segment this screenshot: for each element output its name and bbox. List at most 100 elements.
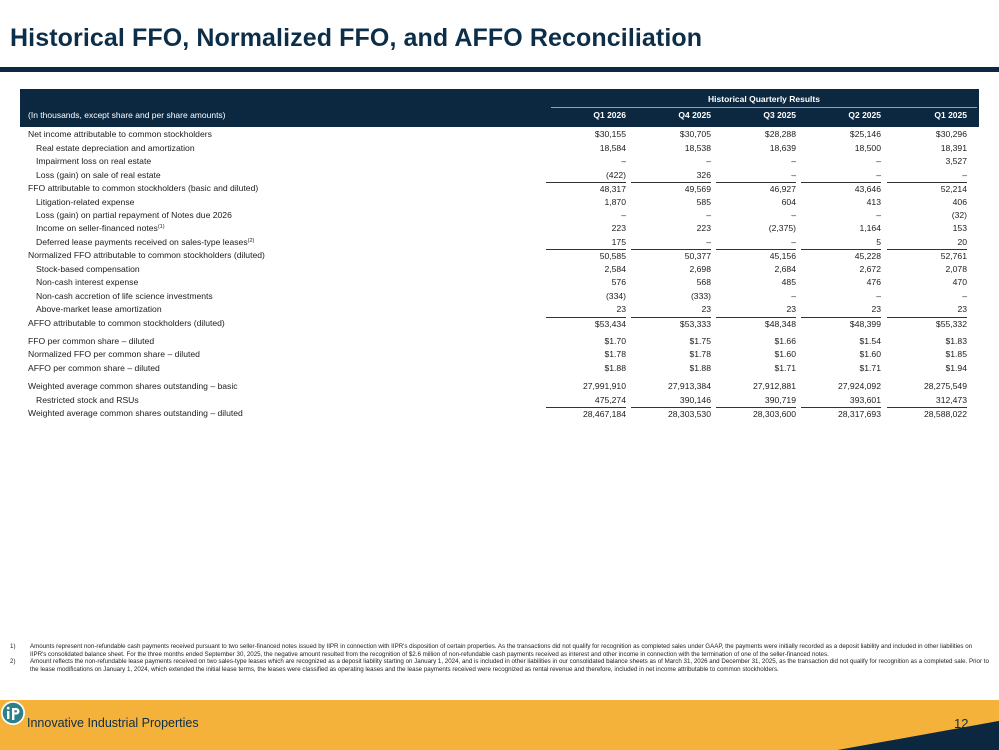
table-cell: – bbox=[706, 236, 711, 247]
table-cell: $48,399 bbox=[801, 316, 881, 331]
table-cell: 20 bbox=[957, 236, 967, 247]
row-label: Weighted average common shares outstandi… bbox=[28, 380, 238, 393]
row-label-text: Loss (gain) on sale of real estate bbox=[36, 169, 161, 180]
page-number: 12 bbox=[954, 716, 969, 731]
table-cell: 49,569 bbox=[631, 182, 711, 196]
table-row: Normalized FFO attributable to common st… bbox=[20, 249, 979, 262]
table-row: AFFO attributable to common stockholders… bbox=[20, 316, 979, 331]
row-label: FFO per common share – diluted bbox=[28, 335, 154, 348]
footnote-text: Amounts represent non-refundable cash pa… bbox=[30, 643, 973, 658]
table-cell: $28,288 bbox=[764, 129, 796, 139]
table-cell: $1.88 bbox=[689, 362, 711, 373]
table-cell: 48,317 bbox=[546, 182, 626, 196]
table-cell: (333) bbox=[690, 290, 711, 301]
row-label-text: Weighted average common shares outstandi… bbox=[28, 408, 243, 419]
row-label: Normalized FFO attributable to common st… bbox=[28, 249, 265, 262]
table-cell: 43,646 bbox=[801, 182, 881, 196]
table-cell: 18,538 bbox=[684, 142, 711, 153]
table-cell: 23 bbox=[871, 304, 881, 314]
row-label-text: Net income attributable to common stockh… bbox=[28, 129, 212, 139]
table-cell: $30,296 bbox=[935, 129, 967, 139]
table-cell: – bbox=[876, 156, 881, 167]
table-row: Non-cash interest expense 576 568 485 476 470 bbox=[20, 276, 979, 289]
row-label: Restricted stock and RSUs bbox=[36, 394, 139, 407]
table-cell: 23 bbox=[957, 304, 967, 314]
table-cell: 50,585 bbox=[546, 249, 626, 263]
table-cell: 470 bbox=[952, 277, 967, 287]
table-cell: $48,348 bbox=[716, 316, 796, 331]
table-cell: 23 bbox=[786, 304, 796, 314]
table-cell: 23 bbox=[616, 304, 626, 314]
row-label: FFO attributable to common stockholders … bbox=[28, 182, 258, 195]
row-label-text: Loss (gain) on partial repayment of Note… bbox=[36, 210, 232, 220]
table-cell: – bbox=[791, 210, 796, 220]
table-cell: (32) bbox=[951, 210, 967, 220]
table-cell: – bbox=[706, 156, 711, 167]
table-cell: – bbox=[621, 210, 626, 220]
table-cell: $1.78 bbox=[604, 349, 626, 360]
column-header: Q4 2025 bbox=[678, 110, 711, 120]
table-cell: 28,588,022 bbox=[887, 407, 967, 421]
row-label: Above-market lease amortization bbox=[36, 303, 162, 316]
table-cell: 2,584 bbox=[604, 263, 626, 274]
table-header: Historical Quarterly Results (In thousan… bbox=[20, 89, 979, 127]
table-cell: $1.94 bbox=[945, 362, 967, 373]
table-row: FFO attributable to common stockholders … bbox=[20, 182, 979, 195]
footnote-text: Amount reflects the non-refundable lease… bbox=[30, 658, 989, 673]
table-cell: 28,275,549 bbox=[923, 381, 967, 392]
table-row: Impairment loss on real estate – – – – 3,527 bbox=[20, 155, 979, 168]
table-cell: (422) bbox=[605, 169, 626, 180]
table-row: Net income attributable to common stockh… bbox=[20, 128, 979, 141]
row-label-text: Impairment loss on real estate bbox=[36, 156, 152, 167]
table-cell: $53,333 bbox=[631, 316, 711, 331]
table-cell: 390,146 bbox=[679, 394, 711, 405]
table-cell: 27,991,910 bbox=[582, 381, 626, 392]
table-cell: $1.71 bbox=[859, 362, 881, 373]
table-cell: 223 bbox=[696, 223, 711, 234]
table-cell: 2,698 bbox=[689, 263, 711, 274]
title-divider bbox=[0, 67, 999, 72]
table-cell: $55,332 bbox=[887, 316, 967, 331]
table-cell: 28,303,530 bbox=[631, 407, 711, 421]
row-label-text: Non-cash accretion of life science inves… bbox=[36, 290, 213, 301]
table-cell: 27,912,881 bbox=[752, 381, 796, 392]
row-label: Income on seller-financed notes(1) bbox=[36, 222, 165, 235]
table-cell: 413 bbox=[866, 196, 881, 207]
table-cell: $1.85 bbox=[945, 349, 967, 360]
table-cell: 175 bbox=[611, 236, 626, 247]
table-cell: 312,473 bbox=[935, 394, 967, 405]
table-cell: – bbox=[876, 210, 881, 220]
table-cell: 52,761 bbox=[887, 249, 967, 263]
table-cell: 576 bbox=[611, 277, 626, 287]
table-cell: $30,155 bbox=[594, 129, 626, 139]
table-cell: 52,214 bbox=[887, 182, 967, 196]
table-row: Above-market lease amortization 23 23 23 23 2… bbox=[20, 303, 979, 316]
row-label-text: FFO per common share – diluted bbox=[28, 336, 155, 346]
table-row: Loss (gain) on sale of real estate (422) 3… bbox=[20, 169, 979, 182]
table-cell: 23 bbox=[701, 304, 711, 314]
page-footer: Innovative Industrial Properties 12 bbox=[0, 700, 999, 750]
table-cell: – bbox=[791, 156, 796, 167]
row-label: Real estate depreciation and amortizatio… bbox=[36, 142, 195, 155]
footnotes: 1) Amounts represent non-refundable cash … bbox=[10, 643, 990, 673]
table-row: Litigation-related expense 1,870 585 604 413… bbox=[20, 196, 979, 209]
row-label-text: Weighted average common shares outstandi… bbox=[28, 381, 238, 392]
table-cell: – bbox=[876, 169, 881, 180]
table-cell: 18,584 bbox=[599, 142, 626, 153]
table-cell: 27,924,092 bbox=[837, 381, 881, 392]
table-cell: 390,719 bbox=[764, 394, 796, 405]
table-row: AFFO per common share – diluted $1.88 $1.8… bbox=[20, 362, 979, 375]
table-cell: 153 bbox=[952, 223, 967, 234]
footnote-number: 1) bbox=[10, 643, 16, 650]
row-label: Non-cash interest expense bbox=[36, 276, 138, 289]
iip-logo-icon bbox=[1, 701, 25, 725]
table-cell: 2,078 bbox=[945, 263, 967, 274]
footnote: 1) Amounts represent non-refundable cash … bbox=[10, 643, 990, 658]
row-label: Non-cash accretion of life science inves… bbox=[36, 290, 213, 303]
table-cell: 18,639 bbox=[769, 142, 796, 153]
row-label-text: Above-market lease amortization bbox=[36, 304, 162, 314]
footnote-marker: (2) bbox=[247, 237, 255, 244]
row-label: Stock-based compensation bbox=[36, 263, 140, 276]
table-cell: 2,684 bbox=[774, 263, 796, 274]
footer-band bbox=[0, 700, 999, 750]
